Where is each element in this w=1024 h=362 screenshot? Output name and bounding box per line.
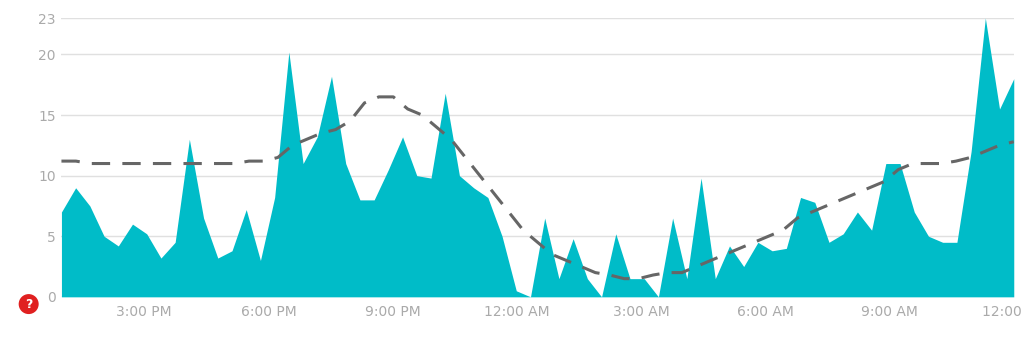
Text: ?: ? xyxy=(25,298,33,311)
